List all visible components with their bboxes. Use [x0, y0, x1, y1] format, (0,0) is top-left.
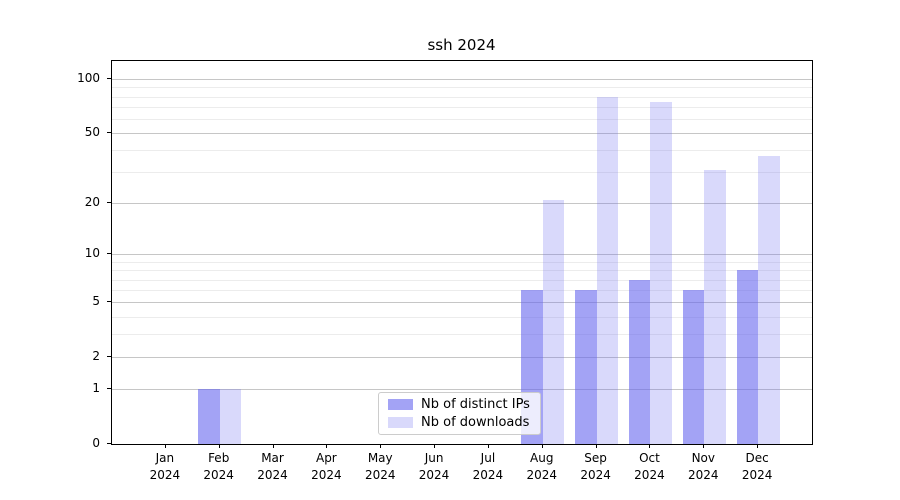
x-tick-label: Sep 2024	[580, 451, 611, 482]
major-gridline	[112, 203, 812, 205]
y-tick-mark	[107, 78, 111, 80]
minor-gridline	[112, 87, 812, 89]
x-tick-mark	[757, 444, 759, 448]
bar-downloads-oct	[650, 101, 672, 444]
bar-distinct-ips-nov	[682, 290, 705, 444]
x-tick-label: Jun 2024	[418, 451, 450, 482]
x-tick-mark	[487, 444, 489, 448]
x-tick-label: Dec 2024	[741, 451, 773, 482]
minor-gridline	[112, 261, 812, 263]
legend-swatch-distinct-ips	[388, 399, 413, 410]
x-tick-mark	[380, 444, 382, 448]
legend-item-distinct-ips: Nb of distinct IPs	[379, 397, 540, 412]
chart-title: ssh 2024	[427, 36, 496, 54]
major-gridline	[112, 357, 812, 359]
bar-distinct-ips-sep	[575, 290, 597, 444]
minor-gridline	[112, 270, 812, 272]
x-tick-mark	[703, 444, 705, 448]
y-tick-mark	[107, 253, 111, 255]
x-tick-mark	[326, 444, 328, 448]
legend-swatch-downloads	[388, 417, 413, 428]
y-tick-label: 5	[92, 294, 100, 309]
bar-downloads-nov	[704, 170, 726, 444]
y-tick-mark	[107, 356, 111, 358]
x-tick-mark	[272, 444, 274, 448]
x-tick-label: Feb 2024	[203, 451, 234, 482]
bar-distinct-ips-dec	[736, 270, 759, 444]
minor-gridline	[112, 150, 812, 152]
major-gridline	[112, 389, 812, 391]
minor-gridline	[112, 316, 812, 318]
x-tick-label: Apr 2024	[311, 451, 342, 482]
bar-distinct-ips-feb	[198, 389, 220, 444]
legend-label: Nb of distinct IPs	[421, 397, 530, 412]
y-tick-label: 100	[77, 71, 100, 86]
minor-gridline	[112, 290, 812, 292]
y-tick-mark	[107, 132, 111, 134]
major-gridline	[112, 133, 812, 135]
x-tick-label: Oct 2024	[634, 451, 665, 482]
legend: Nb of distinct IPs Nb of downloads	[378, 392, 541, 435]
x-tick-mark	[595, 444, 597, 448]
x-tick-mark	[541, 444, 543, 448]
y-tick-label: 2	[92, 349, 100, 364]
x-tick-mark	[434, 444, 436, 448]
y-tick-mark	[107, 202, 111, 204]
bar-downloads-feb	[219, 389, 242, 444]
y-tick-label: 1	[92, 381, 100, 396]
x-tick-label: Jan 2024	[149, 451, 181, 482]
major-gridline	[112, 254, 812, 256]
legend-label: Nb of downloads	[421, 415, 530, 430]
y-tick-mark	[107, 301, 111, 303]
bar-distinct-ips-oct	[628, 279, 651, 444]
x-tick-mark	[164, 444, 166, 448]
legend-item-downloads: Nb of downloads	[379, 415, 540, 430]
y-tick-label: 0	[92, 436, 100, 450]
y-tick-mark	[107, 443, 111, 444]
x-tick-label: Nov 2024	[688, 451, 719, 482]
minor-gridline	[112, 172, 812, 174]
minor-gridline	[112, 334, 812, 336]
y-tick-mark	[107, 388, 111, 390]
bar-downloads-sep	[596, 96, 619, 444]
y-tick-label: 20	[84, 195, 100, 210]
x-tick-label: Aug 2024	[526, 451, 558, 482]
x-tick-label: Jul 2024	[472, 451, 504, 482]
bar-downloads-dec	[758, 156, 780, 444]
plot-area	[111, 60, 813, 445]
y-tick-label: 50	[84, 125, 100, 140]
x-tick-label: Mar 2024	[257, 451, 288, 482]
minor-gridline	[112, 118, 812, 120]
minor-gridline	[112, 106, 812, 108]
major-gridline	[112, 79, 812, 81]
x-tick-label: May 2024	[364, 451, 396, 482]
y-tick-label: 10	[84, 246, 100, 261]
bar-downloads-aug	[542, 199, 565, 444]
x-tick-mark	[649, 444, 651, 448]
major-gridline	[112, 302, 812, 304]
minor-gridline	[112, 96, 812, 98]
x-tick-mark	[218, 444, 220, 448]
minor-gridline	[112, 279, 812, 281]
